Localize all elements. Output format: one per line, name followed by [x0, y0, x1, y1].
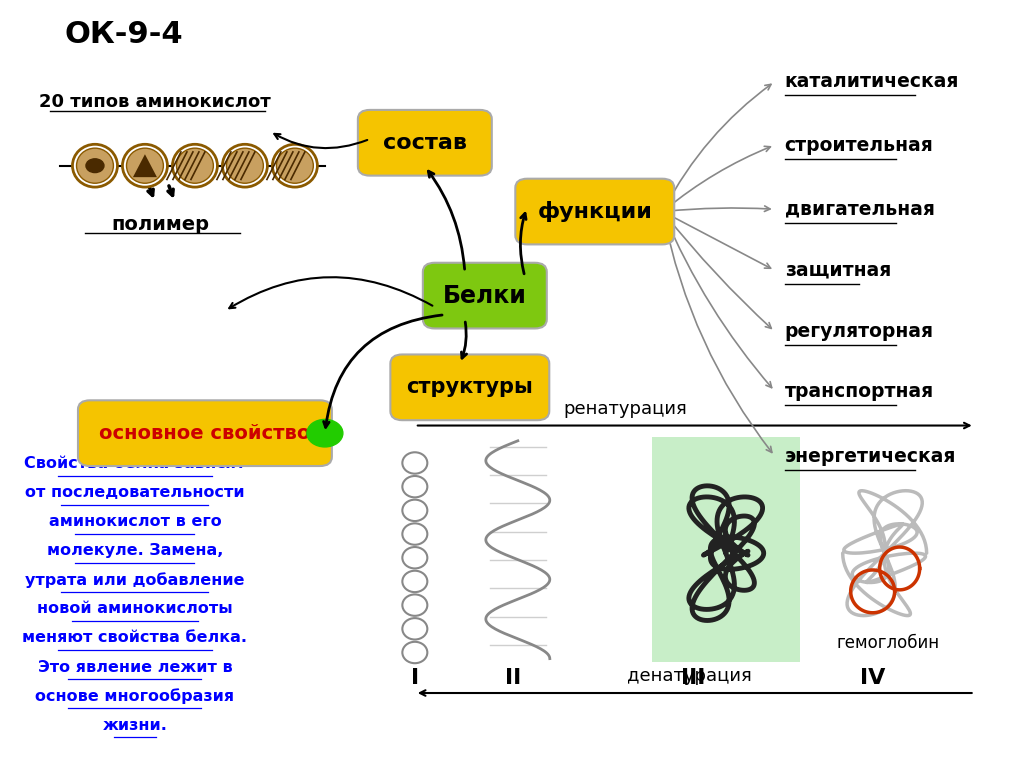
Ellipse shape [172, 144, 218, 187]
Text: III: III [680, 668, 705, 688]
FancyBboxPatch shape [391, 354, 550, 420]
Ellipse shape [72, 144, 118, 187]
FancyBboxPatch shape [358, 110, 492, 176]
Text: защитная: защитная [785, 261, 891, 280]
Text: денатурация: денатурация [628, 667, 753, 685]
Ellipse shape [276, 148, 313, 183]
Text: меняют свойства белка.: меняют свойства белка. [23, 630, 247, 646]
Ellipse shape [127, 148, 163, 183]
Ellipse shape [227, 148, 263, 183]
Text: молекуле. Замена,: молекуле. Замена, [46, 543, 223, 558]
Ellipse shape [176, 148, 213, 183]
Text: энергетическая: энергетическая [785, 446, 956, 466]
Ellipse shape [272, 144, 318, 187]
FancyBboxPatch shape [423, 263, 546, 328]
Text: II: II [505, 668, 521, 688]
Text: 20 типов аминокислот: 20 типов аминокислот [39, 94, 271, 111]
Text: функции: функции [537, 201, 653, 222]
Text: строительная: строительная [785, 136, 933, 155]
Text: Белки: Белки [443, 284, 527, 308]
Text: Свойства белка зависят: Свойства белка зависят [25, 456, 245, 471]
Text: ренатурация: ренатурация [563, 400, 687, 418]
Ellipse shape [123, 144, 167, 187]
Ellipse shape [223, 144, 267, 187]
Text: полимер: полимер [111, 215, 209, 234]
Text: аминокислот в его: аминокислот в его [48, 515, 222, 529]
Text: структуры: структуры [406, 377, 533, 397]
FancyBboxPatch shape [652, 437, 800, 663]
Text: регуляторная: регуляторная [785, 322, 934, 341]
FancyBboxPatch shape [516, 179, 674, 245]
Polygon shape [133, 154, 157, 177]
Text: двигательная: двигательная [785, 199, 934, 219]
FancyBboxPatch shape [78, 400, 332, 466]
Text: каталитическая: каталитическая [785, 72, 959, 91]
Text: гемоглобин: гемоглобин [836, 634, 939, 653]
Text: новой аминокислоты: новой аминокислоты [37, 601, 233, 617]
Text: основе многообразия: основе многообразия [35, 688, 234, 704]
Text: состав: состав [383, 133, 467, 153]
Ellipse shape [76, 148, 113, 183]
Text: Это явление лежит в: Это явление лежит в [37, 660, 232, 674]
Text: I: I [410, 668, 419, 688]
Text: жизни.: жизни. [102, 718, 167, 732]
Circle shape [86, 159, 104, 173]
Text: транспортная: транспортная [785, 382, 934, 400]
Text: основное свойство: основное свойство [99, 423, 310, 443]
Text: от последовательности: от последовательности [25, 486, 244, 500]
Text: утрата или добавление: утрата или добавление [25, 572, 244, 588]
Text: ОК-9-4: ОК-9-4 [65, 21, 184, 50]
Circle shape [307, 420, 343, 447]
Text: IV: IV [860, 668, 886, 688]
